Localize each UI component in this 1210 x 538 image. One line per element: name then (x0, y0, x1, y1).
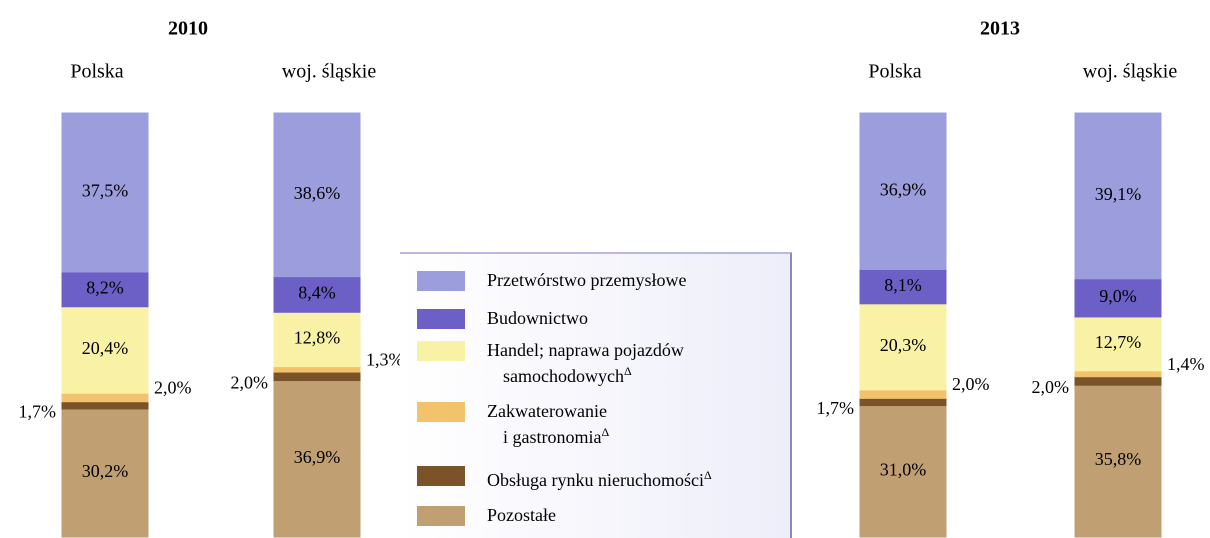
value-label: 35,8% (1095, 449, 1142, 469)
value-label: 8,2% (86, 278, 124, 298)
bar-segment (273, 112, 361, 278)
legend-entry: Obsługa rynku nieruchomościΔ (417, 466, 712, 491)
category-label: woj. śląskie (282, 61, 377, 83)
bar-segment (1074, 384, 1162, 538)
bar-segment (61, 112, 149, 273)
legend-entry: Pozostałe (417, 505, 556, 526)
legend-label: Pozostałe (487, 505, 556, 525)
legend-entry: Budownictwo (417, 308, 588, 329)
value-label: 2,0% (154, 378, 192, 398)
value-label: 2,0% (1032, 377, 1070, 397)
value-label: 1,7% (817, 398, 855, 418)
bar-segment (859, 405, 947, 538)
category-label: Polska (868, 61, 921, 83)
legend-label: Budownictwo (487, 308, 588, 328)
legend-entry: Zakwaterowanie i gastronomiaΔ (417, 401, 610, 448)
value-label: 37,5% (82, 181, 129, 201)
value-label: 36,9% (294, 447, 341, 467)
legend-label: Handel; naprawa pojazdów samochodowychΔ (487, 340, 684, 386)
legend-label: Zakwaterowanie i gastronomiaΔ (487, 401, 610, 447)
bar-segment (859, 268, 947, 305)
bar-segment (859, 397, 947, 407)
legend-label: Przetwórstwo przemysłowe (487, 270, 687, 290)
value-label: 20,4% (82, 338, 129, 358)
value-label: 30,2% (82, 461, 129, 481)
value-label: 20,3% (880, 335, 927, 355)
bar-segment (61, 392, 149, 403)
legend-swatch (417, 402, 465, 422)
bar-segment (1074, 112, 1162, 280)
value-label: 36,9% (880, 179, 927, 199)
value-label: 8,4% (298, 283, 336, 303)
category-label: woj. śląskie (1083, 61, 1178, 83)
value-label: 8,1% (884, 275, 922, 295)
value-label: 2,0% (231, 372, 269, 392)
category-label: Polska (70, 61, 123, 83)
legend-label: Obsługa rynku nieruchomościΔ (487, 468, 712, 490)
value-label: 12,7% (1095, 332, 1142, 352)
bar-segment (1074, 376, 1162, 386)
bar-segment (61, 271, 149, 308)
value-label: 1,7% (19, 401, 57, 421)
value-label: 38,6% (294, 183, 341, 203)
bar-segment (61, 306, 149, 394)
group-label: 2013 (980, 18, 1020, 40)
legend-entry: Przetwórstwo przemysłowe (417, 270, 687, 291)
legend: Przetwórstwo przemysłowe Budownictwo Hande… (400, 252, 792, 538)
bar-segment (273, 366, 361, 373)
value-label: 39,1% (1095, 184, 1142, 204)
legend-swatch (417, 271, 465, 291)
value-label: 1,3% (366, 349, 404, 369)
bar-segment (61, 401, 149, 410)
legend-swatch (417, 506, 465, 526)
bar-segment (1074, 370, 1162, 378)
legend-swatch (417, 309, 465, 329)
group-label: 2010 (168, 18, 208, 40)
bar-segment (273, 371, 361, 382)
value-label: 1,4% (1167, 354, 1205, 374)
legend-swatch (417, 466, 465, 486)
legend-entry: Handel; naprawa pojazdów samochodowychΔ (417, 340, 684, 387)
bar-segment (273, 380, 361, 538)
bar-segment (273, 311, 361, 368)
bar-segment (1074, 278, 1162, 318)
bar-segment (61, 408, 149, 538)
bar-segment (859, 303, 947, 391)
value-label: 9,0% (1099, 286, 1137, 306)
value-label: 12,8% (294, 328, 341, 348)
value-label: 31,0% (880, 459, 927, 479)
value-label: 2,0% (952, 374, 990, 394)
bar-segment (273, 276, 361, 313)
bar-segment (859, 389, 947, 399)
legend-swatch (417, 341, 465, 361)
bar-segment (859, 112, 947, 270)
bar-segment (1074, 316, 1162, 372)
